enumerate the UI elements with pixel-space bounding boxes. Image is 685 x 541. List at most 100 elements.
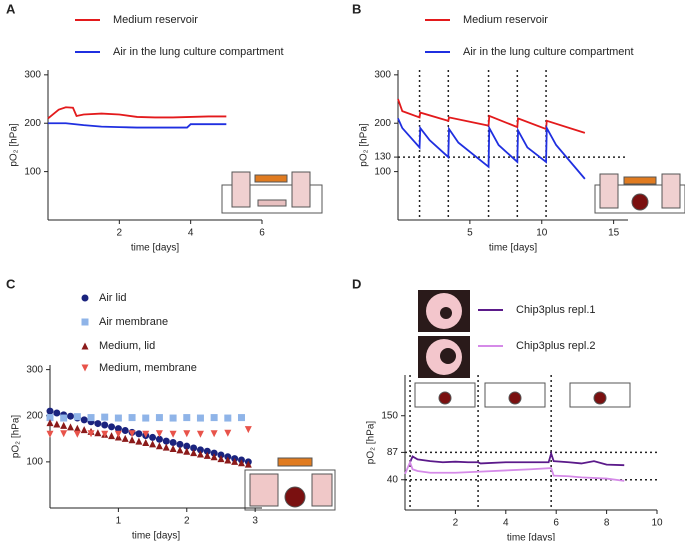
point [224, 456, 232, 464]
legend-label: Air in the lung culture compartment [113, 46, 284, 58]
point [155, 430, 163, 438]
legend-label: Air lid [99, 292, 127, 304]
point [217, 455, 225, 463]
point [128, 436, 136, 444]
point [142, 438, 150, 446]
panel-label: A [6, 1, 16, 16]
panel-label: B [352, 1, 361, 16]
point [169, 438, 177, 446]
point [176, 446, 184, 454]
point [183, 414, 191, 422]
series-line [409, 450, 625, 467]
point [108, 432, 116, 440]
x-tick-label: 15 [608, 228, 620, 239]
point [135, 437, 143, 445]
chip-illustration [221, 171, 323, 214]
y-tick-label: 300 [374, 69, 391, 80]
x-tick-label: 6 [259, 228, 265, 239]
series-line [397, 118, 586, 180]
x-tick-label: 2 [184, 516, 190, 527]
point [149, 433, 157, 441]
legend-swatch [81, 318, 89, 326]
point [210, 430, 218, 438]
legend-label: Medium reservoir [113, 14, 198, 26]
y-axis-title: pO₂ [hPa] [366, 421, 377, 465]
point [87, 430, 95, 438]
series-line [404, 459, 625, 482]
point [60, 430, 68, 438]
point [183, 447, 191, 455]
point [108, 423, 116, 431]
y-tick-label: 150 [381, 410, 398, 421]
legend-label: Medium, membrane [99, 362, 197, 374]
x-tick-label: 4 [503, 518, 509, 529]
point [210, 449, 218, 457]
y-tick-label: 200 [24, 118, 41, 129]
point [60, 421, 68, 429]
point [244, 460, 252, 468]
legend-label: Medium, lid [99, 340, 155, 352]
x-tick-label: 1 [116, 516, 122, 527]
legend-label: Chip3plus repl.1 [516, 304, 596, 316]
point [87, 414, 95, 422]
legend-swatch [81, 294, 89, 302]
y-tick-label: 130 [374, 152, 391, 163]
x-tick-label: 2 [117, 228, 123, 239]
x-tick-label: 8 [604, 518, 610, 529]
x-tick-label: 2 [453, 518, 459, 529]
series-line [47, 106, 227, 120]
point [196, 450, 204, 458]
series-line [48, 122, 227, 129]
point [114, 425, 122, 433]
point [114, 414, 122, 422]
legend-swatch [81, 364, 89, 372]
point [94, 429, 102, 437]
point [203, 451, 211, 459]
point [162, 443, 170, 451]
y-tick-label: 100 [374, 166, 391, 177]
point [46, 430, 54, 438]
point [67, 423, 75, 431]
point [67, 412, 75, 420]
point [162, 437, 170, 445]
y-tick-label: 87 [387, 447, 399, 458]
x-axis-title: time [days] [507, 533, 556, 541]
point [121, 434, 129, 442]
point [73, 430, 81, 438]
y-tick-label: 100 [24, 166, 41, 177]
y-tick-label: 40 [387, 474, 399, 485]
legend-label: Air in the lung culture compartment [463, 46, 634, 58]
legend-label: Air membrane [99, 316, 168, 328]
point [176, 440, 184, 448]
point [60, 414, 68, 422]
point [101, 430, 109, 438]
point [196, 430, 204, 438]
y-axis-title: pO₂ [hPa] [359, 123, 370, 167]
point [73, 413, 81, 421]
x-tick-label: 10 [651, 518, 663, 529]
point [101, 421, 109, 429]
point [237, 414, 245, 422]
point [224, 429, 232, 437]
point [210, 414, 218, 422]
point [190, 444, 198, 452]
y-tick-label: 100 [26, 457, 43, 468]
chip-illustration [244, 457, 336, 511]
legend-swatch [81, 342, 89, 350]
point [128, 430, 136, 438]
point [94, 420, 102, 428]
point [142, 414, 150, 422]
legend-label: Chip3plus repl.2 [516, 340, 596, 352]
point [203, 447, 211, 455]
point [183, 442, 191, 450]
point [231, 457, 239, 465]
point [169, 444, 177, 452]
point [196, 414, 204, 422]
point [149, 440, 157, 448]
point [210, 453, 218, 461]
point [80, 416, 88, 424]
point [169, 414, 177, 422]
point [224, 414, 232, 422]
x-tick-label: 4 [188, 228, 194, 239]
